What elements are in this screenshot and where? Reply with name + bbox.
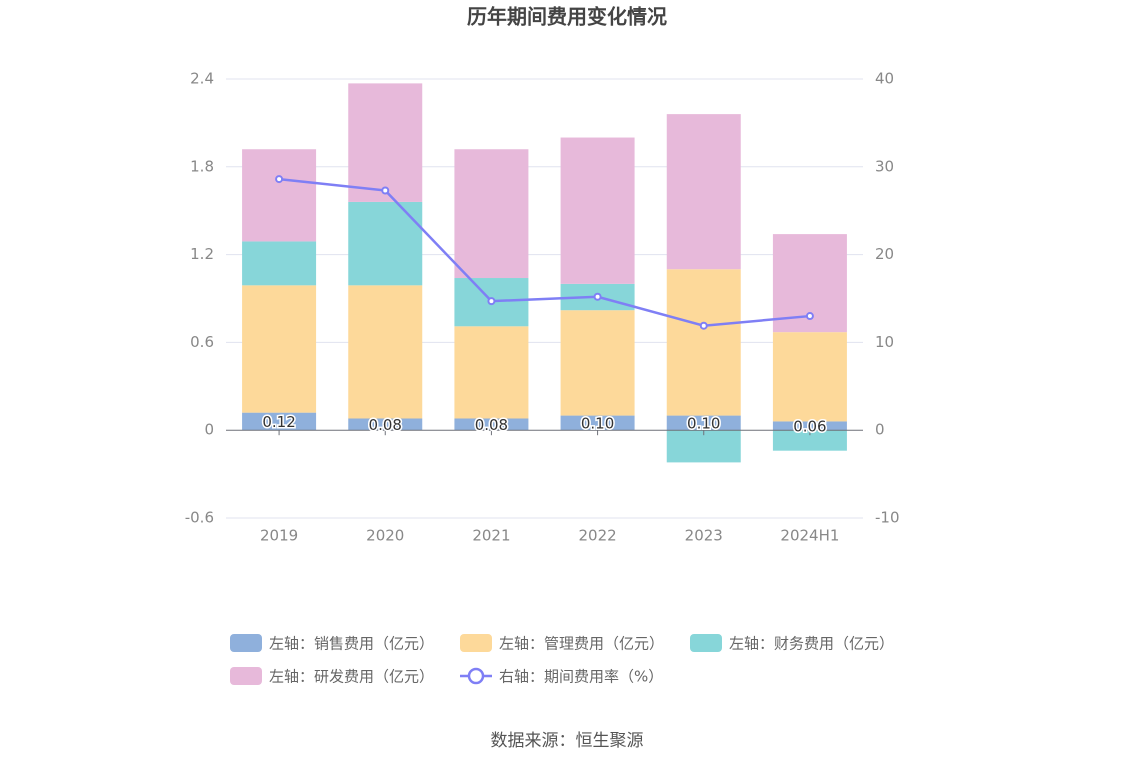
data-label: 0.10 — [687, 414, 720, 432]
chart-title: 历年期间费用变化情况 — [467, 5, 667, 29]
grid — [226, 78, 863, 519]
line-point — [275, 175, 284, 184]
bar — [348, 285, 423, 419]
x-tick-label: 2024H1 — [780, 527, 839, 545]
bar — [560, 415, 635, 431]
bar — [666, 430, 741, 463]
bar — [348, 201, 423, 286]
legend-item: 右轴：期间费用率（%） — [460, 668, 663, 686]
y-tick-label: 1.2 — [190, 245, 214, 263]
bar — [348, 83, 423, 202]
bar — [666, 114, 741, 270]
bar — [560, 310, 635, 416]
y2-tick-label: 0 — [875, 421, 885, 439]
x-tick-label: 2019 — [260, 527, 298, 545]
bar — [242, 285, 317, 413]
line-point — [699, 321, 708, 330]
bar — [242, 412, 317, 431]
legend-label: 左轴：管理费用（亿元） — [499, 635, 664, 653]
legend-item: 左轴：管理费用（亿元） — [460, 634, 664, 653]
bar — [560, 137, 635, 284]
legend-label: 左轴：财务费用（亿元） — [729, 635, 894, 653]
line-point — [593, 292, 602, 301]
line-point — [487, 297, 496, 306]
bar — [454, 418, 529, 431]
legend-item: 左轴：财务费用（亿元） — [690, 634, 894, 653]
bar — [242, 149, 317, 242]
x-tick-label: 2023 — [685, 527, 723, 545]
y2-tick-label: 20 — [875, 245, 894, 263]
y-tick-label: 1.8 — [190, 157, 214, 175]
legend-icon — [230, 634, 262, 652]
bar — [666, 415, 741, 431]
y2-tick-label: 40 — [875, 70, 894, 88]
line-point — [381, 186, 390, 195]
legend-label: 左轴：销售费用（亿元） — [269, 635, 434, 653]
data-label: 0.12 — [262, 413, 295, 431]
bars — [242, 83, 847, 463]
bar — [454, 326, 529, 419]
line-point — [805, 312, 814, 321]
bar — [348, 418, 423, 431]
y-tick-label: 0.6 — [190, 333, 214, 351]
bar — [772, 430, 847, 451]
x-tick-label: 2021 — [472, 527, 510, 545]
x-tick-label: 2020 — [366, 527, 404, 545]
data-label: 0.08 — [475, 416, 508, 434]
legend-icon — [467, 667, 485, 685]
legend-icon — [690, 634, 722, 652]
y-tick-label: 2.4 — [190, 70, 214, 88]
bar — [242, 241, 317, 286]
bar — [772, 332, 847, 422]
y2-tick-label: 30 — [875, 157, 894, 175]
legend-item: 左轴：销售费用（亿元） — [230, 634, 434, 653]
x-tick-label: 2022 — [578, 527, 616, 545]
legend-item: 左轴：研发费用（亿元） — [230, 667, 434, 686]
legend-icon — [460, 634, 492, 652]
legend-label: 左轴：研发费用（亿元） — [269, 668, 434, 686]
source: 数据来源：恒生聚源 — [491, 731, 644, 751]
y2-tick-label: 10 — [875, 333, 894, 351]
data-label: 0.10 — [581, 414, 614, 432]
bar — [666, 269, 741, 416]
y-tick-label: -0.6 — [185, 509, 214, 527]
legend-label: 右轴：期间费用率（%） — [499, 668, 663, 686]
legend-icon — [230, 667, 262, 685]
bar — [772, 421, 847, 431]
line — [278, 177, 811, 327]
data-label: 0.06 — [793, 417, 826, 435]
y2-tick-label: -10 — [875, 509, 900, 527]
data-label: 0.08 — [369, 416, 402, 434]
bar — [454, 149, 529, 279]
y-tick-label: 0 — [204, 421, 214, 439]
